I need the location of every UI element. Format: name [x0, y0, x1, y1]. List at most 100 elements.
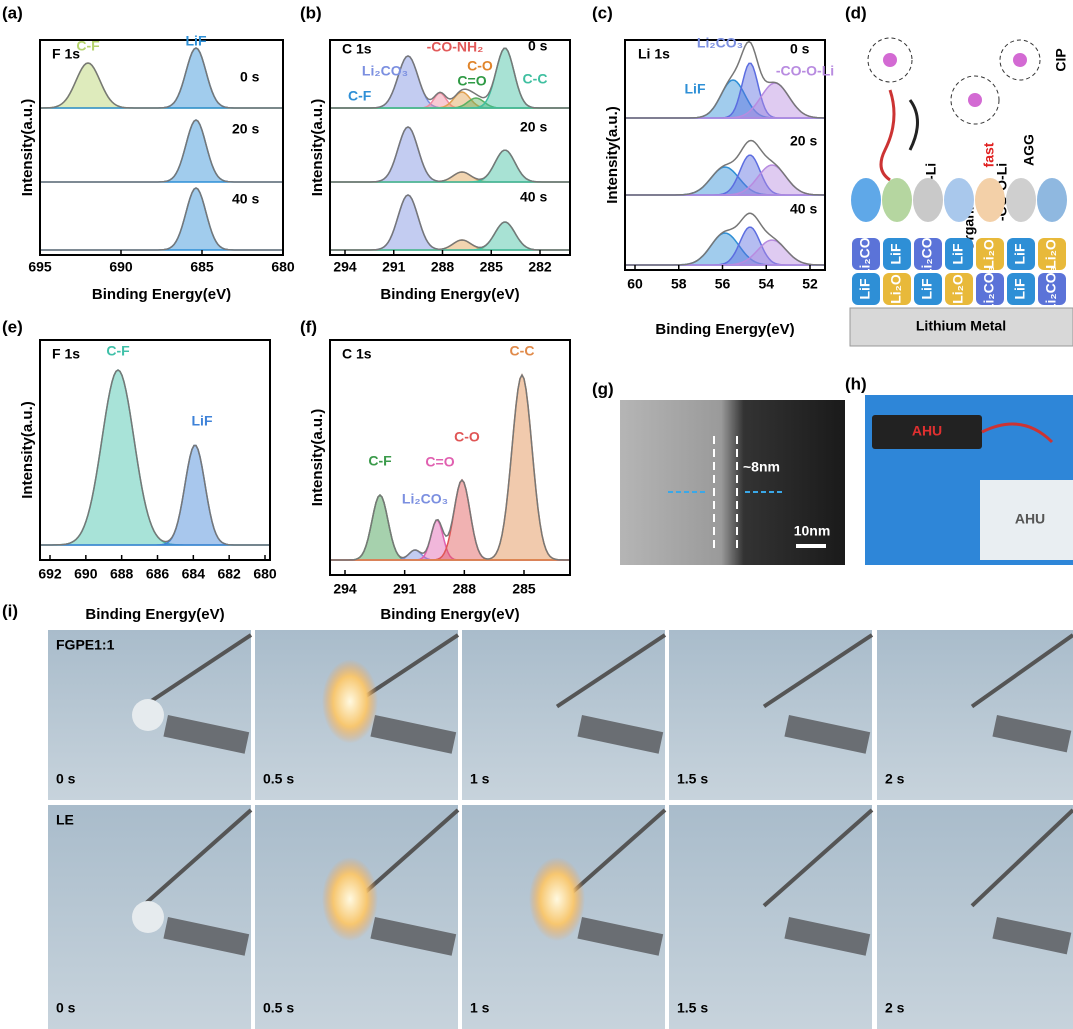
- time-label: 0 s: [790, 41, 810, 57]
- time-label: 0 s: [528, 38, 548, 54]
- ion: [883, 53, 897, 67]
- envelope: [330, 373, 570, 561]
- x-tick-label: 695: [28, 259, 52, 275]
- peak-label: Li₂CO₃: [402, 491, 448, 507]
- time-label: 0 s: [240, 69, 260, 85]
- polymer-chain: [879, 89, 896, 182]
- fitted-peak: [40, 369, 270, 546]
- sei-label: Li₂CO₃: [981, 266, 997, 312]
- tweezers: [762, 808, 874, 908]
- panel-label: (d): [845, 3, 867, 22]
- tweezers: [141, 633, 253, 709]
- x-tick-label: 288: [453, 581, 477, 597]
- y-axis-label: Intensity(a.u.): [19, 401, 36, 499]
- panel-title: C 1s: [342, 41, 372, 57]
- time-label: 1 s: [470, 1000, 490, 1016]
- x-tick-label: 684: [182, 566, 206, 582]
- x-tick-label: 680: [271, 259, 295, 275]
- envelope: [40, 369, 270, 546]
- x-tick-label: 690: [74, 566, 98, 582]
- lithium-metal: [849, 307, 1073, 347]
- peak-label: LiF: [685, 81, 706, 97]
- panel-label: (e): [2, 317, 23, 336]
- x-tick-label: 285: [512, 581, 536, 597]
- x-axis-label: Binding Energy(eV): [380, 286, 519, 303]
- peak-label: C-O: [467, 58, 493, 74]
- peak-label: C-C: [510, 343, 535, 359]
- membrane: [132, 901, 164, 933]
- tem-label: ~8nm: [743, 459, 780, 475]
- sei-block: [852, 273, 880, 305]
- membrane: [132, 699, 164, 731]
- x-tick-label: 291: [382, 259, 406, 275]
- time-label: 1.5 s: [677, 771, 708, 787]
- x-tick-label: 680: [253, 566, 277, 582]
- panel-title: F 1s: [52, 46, 80, 62]
- organic-block: [913, 178, 943, 222]
- x-tick-label: 685: [190, 259, 214, 275]
- panel-label: (f): [300, 317, 317, 336]
- axes-frame: [39, 39, 284, 256]
- panel-title: Li 1s: [638, 46, 670, 62]
- organic-block: [944, 178, 974, 222]
- fitted-peak: [330, 126, 570, 183]
- time-label: 40 s: [232, 191, 259, 207]
- fitted-peak: [40, 444, 270, 546]
- x-tick-label: 291: [393, 581, 417, 597]
- panel-title: F 1s: [52, 346, 80, 362]
- time-label: 40 s: [790, 201, 817, 217]
- x-tick-label: 58: [671, 276, 687, 292]
- y-axis-label: Intensity(a.u.): [309, 99, 326, 197]
- sei-block: [1038, 238, 1066, 270]
- schematic-label: AGG: [1021, 134, 1037, 166]
- peak-label: C=O: [425, 454, 454, 470]
- sei-block: [1007, 273, 1035, 305]
- x-axis-label: Binding Energy(eV): [655, 321, 794, 338]
- time-label: 20 s: [232, 121, 259, 137]
- tem-image: [620, 400, 845, 565]
- lighter: [577, 916, 664, 956]
- sei-block: [883, 238, 911, 270]
- peak-label: C=O: [457, 73, 486, 89]
- envelope: [330, 194, 570, 251]
- sei-label: Li₂O: [888, 274, 904, 304]
- panel-label: (a): [2, 3, 23, 22]
- sei-label: LiF: [950, 243, 966, 264]
- envelope: [625, 40, 825, 119]
- panel-label: (i): [2, 601, 18, 620]
- sei-block: [852, 238, 880, 270]
- sei-label: LiF: [857, 278, 873, 299]
- lighter: [784, 917, 871, 956]
- lighter: [370, 917, 457, 956]
- schematic-label: fast: [981, 142, 997, 167]
- fitted-peak: [330, 239, 570, 251]
- lighter: [577, 715, 664, 754]
- peak-label: C-C: [523, 71, 548, 87]
- tweezers: [555, 633, 667, 709]
- time-label: 20 s: [520, 119, 547, 135]
- y-axis-label: Intensity(a.u.): [604, 106, 621, 204]
- sei-label: Li₂O: [950, 274, 966, 304]
- sei-block: [1038, 273, 1066, 305]
- ion: [968, 93, 982, 107]
- x-tick-label: 282: [528, 259, 552, 275]
- x-tick-label: 56: [715, 276, 731, 292]
- sei-label: Li₂O: [981, 239, 997, 269]
- sei-block: [1007, 238, 1035, 270]
- ion-cluster: [999, 39, 1041, 81]
- panel-label: (b): [300, 3, 322, 22]
- sei-block: [914, 238, 942, 270]
- panel-label: (c): [592, 3, 613, 22]
- time-label: 1 s: [470, 771, 490, 787]
- peak-label: C-O: [454, 429, 480, 445]
- ion: [1013, 53, 1027, 67]
- time-label: 1.5 s: [677, 1000, 708, 1016]
- envelope: [625, 212, 825, 266]
- envelope: [40, 47, 282, 109]
- peak-label: -CO-O-Li: [776, 63, 834, 79]
- x-tick-label: 682: [217, 566, 241, 582]
- envelope: [625, 139, 825, 196]
- axes-frame: [39, 339, 271, 561]
- x-tick-label: 285: [480, 259, 504, 275]
- time-label: 0.5 s: [263, 1000, 294, 1016]
